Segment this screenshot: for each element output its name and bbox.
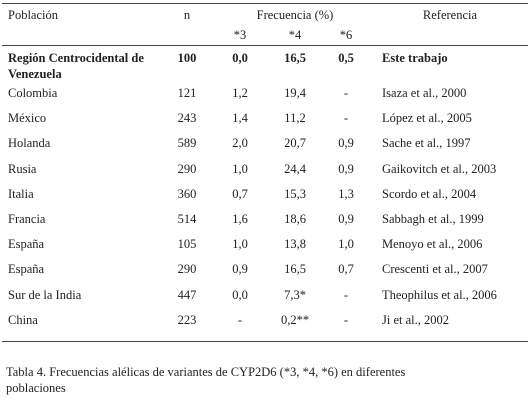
table-cell: 360 — [177, 186, 197, 201]
table-cell: 13,8 — [284, 237, 306, 252]
table-cell: México — [8, 111, 47, 126]
table-cell: Isaza et al., 2000 — [382, 86, 467, 100]
table-cell: 20,7 — [284, 136, 306, 151]
table-cell: Gaikovitch et al., 2003 — [382, 161, 497, 176]
subheader-cell: *4 — [288, 28, 302, 42]
rule — [2, 341, 528, 342]
table-cell: - — [237, 312, 243, 327]
table-cell: 589 — [177, 136, 197, 151]
table-cell: 15,3 — [284, 186, 306, 201]
table-cell: Crescenti et al., 2007 — [382, 262, 488, 277]
table-cell: 290 — [177, 262, 197, 277]
table-cell: López et al., 2005 — [382, 111, 472, 126]
table-cell: 1,0 — [338, 237, 354, 252]
table-cell: - — [343, 312, 349, 327]
table-cell: Menoyo et al., 2006 — [382, 237, 483, 252]
rule — [2, 3, 528, 4]
table-cell: Colombia — [8, 86, 58, 100]
table-cell: 1,6 — [232, 212, 248, 226]
table-cell: España — [8, 237, 45, 252]
table-cell: 11,2 — [284, 111, 306, 126]
table-cell: Scordo et al., 2004 — [382, 186, 477, 201]
table-cell: 0,0 — [232, 51, 248, 65]
table-cell: 0,9 — [338, 161, 354, 176]
table-cell: 447 — [177, 287, 197, 302]
table-cell: - — [343, 86, 349, 100]
table-cell: 1,4 — [232, 111, 248, 126]
table-cell: Theophilus et al., 2006 — [382, 287, 497, 302]
table-cell: Holanda — [8, 136, 51, 151]
table-cell: 0,2** — [280, 312, 310, 327]
table-cell: 0,7 — [232, 186, 248, 201]
table-cell: Sache et al., 1997 — [382, 136, 471, 151]
subheader-cell: *6 — [339, 28, 353, 42]
table-cell: - — [343, 111, 349, 126]
table-cell: 1,3 — [338, 186, 354, 201]
table-cell: Sabbagh et al., 1999 — [382, 212, 484, 226]
table-cell: 0,5 — [338, 51, 354, 65]
table-cell: 514 — [177, 212, 197, 226]
table-cell: 0,0 — [232, 287, 248, 302]
table-cell: 1,0 — [232, 237, 248, 252]
table-cell: 1,2 — [232, 86, 248, 100]
table-cell: 18,6 — [284, 212, 306, 226]
header-cell: Frecuencia (%) — [256, 8, 334, 22]
table-cell: - — [343, 287, 349, 302]
header-cell: Población — [8, 8, 58, 22]
table-cell: 290 — [177, 161, 197, 176]
table-cell: Francia — [8, 212, 46, 226]
table-cell: Italia — [8, 186, 34, 201]
table-cell: 24,4 — [284, 161, 306, 176]
table-cell: Rusia — [8, 161, 37, 176]
rule — [2, 45, 528, 46]
table-cell: 7,3* — [284, 287, 306, 302]
table-cell: 121 — [177, 86, 197, 100]
table-cell: 16,5 — [284, 262, 306, 277]
header-cell: Referencia — [422, 8, 478, 22]
table-cell: Región Centrocidental de Venezuela — [8, 51, 144, 81]
header-cell: n — [183, 8, 191, 22]
subheader-cell: *3 — [233, 28, 247, 42]
table-cell: China — [8, 312, 38, 327]
table-cell: 1,0 — [232, 161, 248, 176]
table-cell: 223 — [177, 312, 197, 327]
table-cell: 243 — [177, 111, 197, 126]
table-cell: 0,9 — [338, 136, 354, 151]
table-cell: Ji et al., 2002 — [382, 312, 450, 327]
table-cell: 16,5 — [284, 51, 306, 65]
table-cell: 0,9 — [338, 212, 354, 226]
table-cell: 2,0 — [232, 136, 248, 151]
table-cell: 100 — [177, 51, 197, 65]
table-cell: Sur de la India — [8, 287, 82, 302]
table-cell: 0,7 — [338, 262, 354, 277]
table-cell: 0,9 — [232, 262, 248, 277]
table-cell: España — [8, 262, 45, 277]
caption: Tabla 4. Frecuencias alélicas de variant… — [6, 365, 406, 395]
table-cell: 19,4 — [284, 86, 306, 100]
table-cell: 105 — [177, 237, 197, 252]
table-cell: Este trabajo — [382, 51, 448, 65]
